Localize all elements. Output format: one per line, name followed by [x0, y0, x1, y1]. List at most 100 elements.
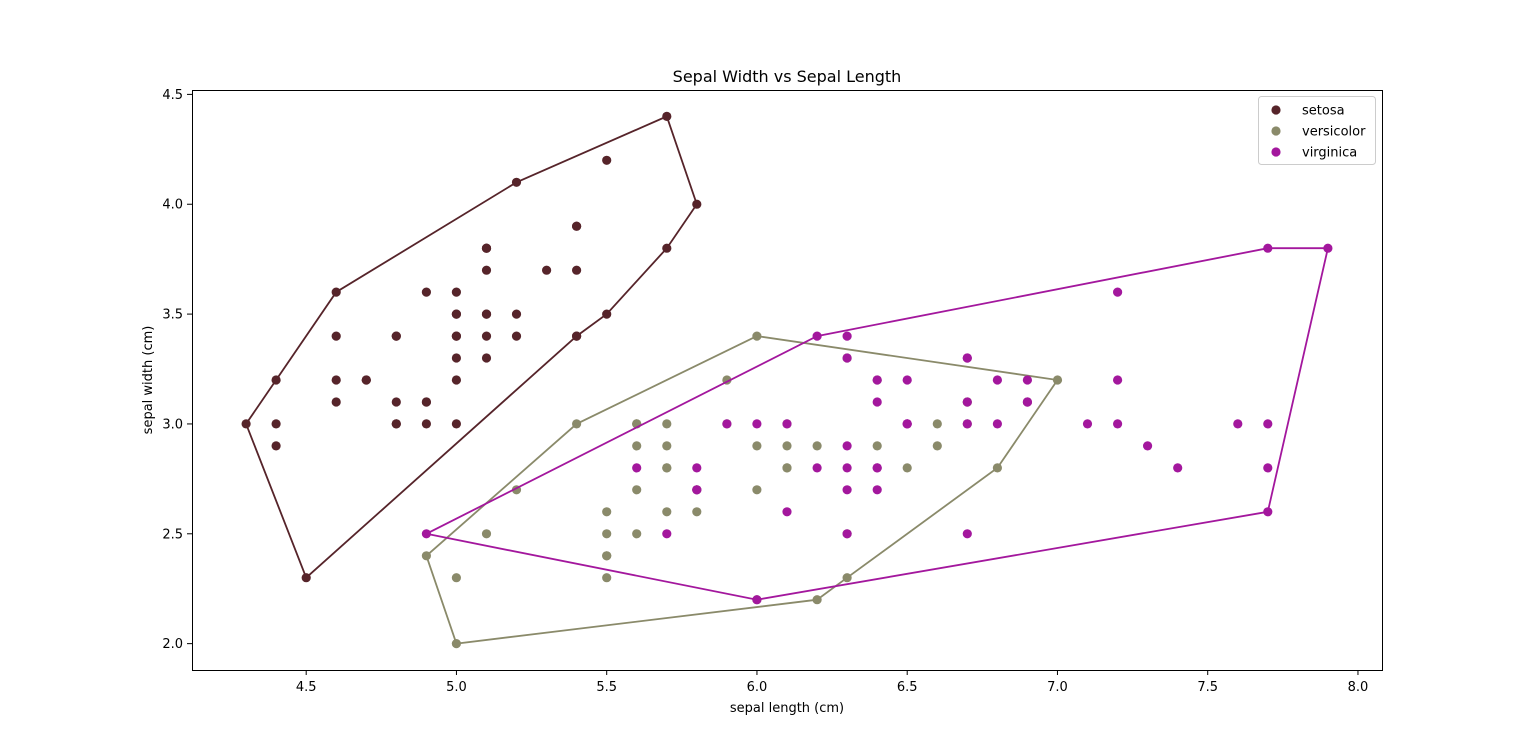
versicolor-point-34	[572, 419, 582, 429]
setosa-point-49	[451, 353, 461, 363]
versicolor-point-7	[421, 551, 431, 561]
setosa-point-27	[511, 309, 522, 319]
versicolor-point-37	[842, 573, 852, 583]
virginica-point-32	[872, 463, 882, 473]
virginica-point-18	[1263, 507, 1273, 517]
y-tick-label: 4.0	[162, 198, 183, 213]
setosa-point-31	[572, 331, 582, 341]
versicolor-point-44	[632, 485, 642, 495]
y-tick-label: 2.0	[162, 637, 183, 652]
legend-marker-versicolor	[1271, 126, 1281, 136]
setosa-point-10	[572, 265, 582, 275]
y-tick-label: 2.5	[162, 527, 183, 542]
virginica-point-7	[1143, 441, 1153, 451]
virginica-point-36	[842, 331, 852, 341]
x-tick-label: 7.0	[1047, 680, 1068, 695]
virginica-point-11	[872, 485, 882, 495]
y-tick-label: 3.0	[162, 417, 183, 432]
versicolor-point-14	[632, 441, 642, 451]
setosa-point-1	[421, 419, 431, 429]
virginica-point-37	[872, 397, 882, 407]
versicolor-point-29	[662, 507, 672, 517]
virginica-point-23	[842, 485, 852, 495]
plot-area	[241, 111, 1333, 649]
virginica-point-15	[872, 375, 882, 385]
versicolor-point-40	[602, 507, 612, 517]
legend-label-virginica: virginica	[1302, 146, 1357, 161]
setosa-point-15	[662, 111, 672, 121]
setosa-point-18	[662, 243, 672, 253]
setosa-point-48	[542, 265, 552, 275]
y-tick-label: 3.5	[162, 308, 183, 323]
setosa-point-14	[692, 199, 702, 209]
x-tick-label: 5.0	[446, 680, 467, 695]
virginica-point-30	[1173, 463, 1183, 473]
legend-marker-setosa	[1271, 105, 1281, 115]
y-axis-label: sepal width (cm)	[141, 326, 156, 435]
y-axis: 2.0 2.5 3.0 3.5 4.0 4.5	[162, 88, 192, 652]
setosa-point-4	[451, 287, 461, 297]
setosa-point-3	[331, 397, 341, 407]
setosa-point-26	[451, 331, 461, 341]
virginica-point-13	[662, 529, 672, 539]
versicolor-point-47	[812, 441, 822, 451]
versicolor-point-35	[752, 331, 762, 341]
virginica-point-3	[842, 441, 852, 451]
x-tick-label: 6.5	[897, 680, 918, 695]
virginica-point-45	[962, 419, 972, 429]
versicolor-point-42	[692, 507, 702, 517]
versicolor-point-26	[992, 463, 1003, 473]
virginica-point-43	[992, 375, 1003, 385]
virginica-point-5	[1233, 419, 1243, 429]
versicolor-point-19	[632, 529, 642, 539]
chart-title: Sepal Width vs Sepal Length	[673, 67, 902, 86]
series-setosa	[241, 111, 702, 583]
versicolor-point-49	[662, 463, 672, 473]
versicolor-point-28	[752, 441, 762, 451]
versicolor-point-33	[752, 485, 762, 495]
versicolor-point-31	[602, 551, 612, 561]
setosa-point-23	[481, 353, 492, 363]
x-tick-label: 7.5	[1197, 680, 1218, 695]
virginica-point-17	[1263, 243, 1273, 253]
virginica-point-40	[962, 397, 972, 407]
virginica-point-26	[812, 463, 822, 473]
setosa-point-13	[241, 419, 251, 429]
virginica-point-10	[902, 375, 912, 385]
x-axis-label: sepal length (cm)	[730, 701, 844, 716]
x-tick-label: 8.0	[1348, 680, 1369, 695]
legend-marker-virginica	[1271, 147, 1281, 157]
virginica-point-31	[1323, 243, 1333, 253]
setosa-point-6	[331, 331, 341, 341]
setosa-point-41	[301, 573, 311, 583]
setosa-point-17	[481, 309, 492, 319]
versicolor-point-45	[662, 419, 672, 429]
setosa-point-43	[451, 309, 461, 319]
setosa-point-24	[391, 331, 401, 341]
setosa-point-32	[511, 177, 522, 187]
versicolor-point-39	[602, 529, 612, 539]
y-tick-label: 4.5	[162, 88, 183, 103]
virginica-point-27	[782, 419, 792, 429]
setosa-point-35	[451, 375, 461, 385]
versicolor-point-0	[1052, 375, 1063, 385]
versicolor-point-25	[932, 419, 942, 429]
virginica-point-25	[1113, 375, 1123, 385]
virginica-point-2	[1082, 419, 1093, 429]
virginica-point-12	[992, 419, 1003, 429]
setosa-point-30	[391, 397, 401, 407]
virginica-point-33	[842, 463, 852, 473]
setosa-point-16	[572, 221, 582, 231]
setosa-point-22	[331, 287, 341, 297]
setosa-point-29	[361, 375, 371, 385]
virginica-point-35	[1263, 419, 1273, 429]
virginica-point-6	[421, 529, 431, 539]
virginica-point-21	[632, 463, 642, 473]
versicolor-point-48	[481, 529, 492, 539]
setosa-point-47	[331, 375, 341, 385]
setosa-point-38	[271, 419, 281, 429]
versicolor-point-10	[451, 639, 461, 649]
virginica-point-8	[962, 529, 972, 539]
setosa-point-28	[511, 331, 522, 341]
versicolor-point-24	[872, 441, 882, 451]
